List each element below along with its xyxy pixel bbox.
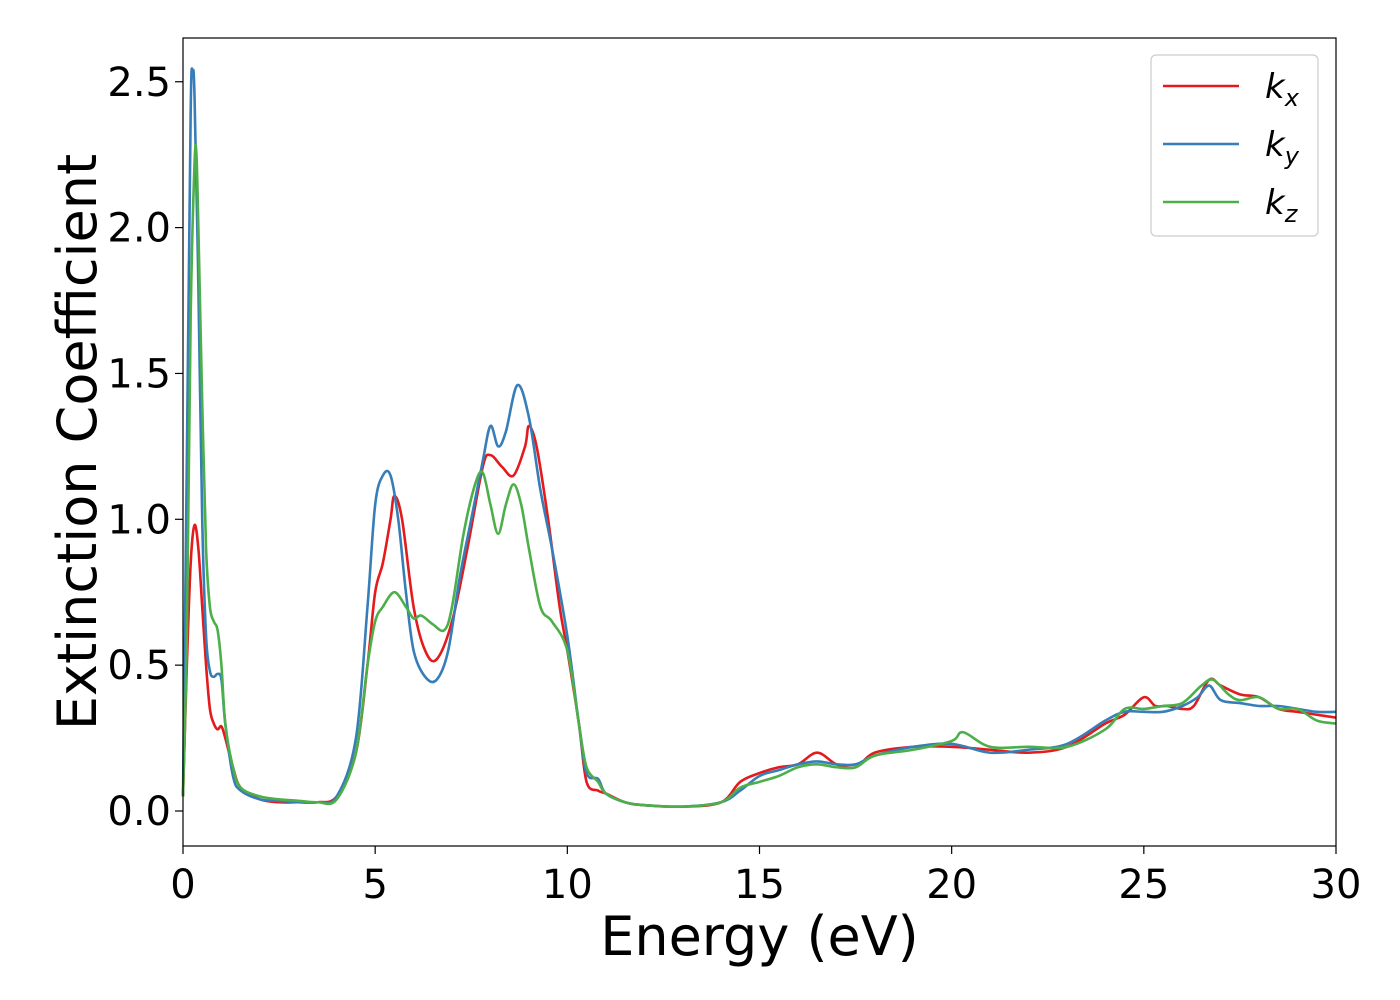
legend: kx ky kz [1150, 54, 1319, 237]
x-tick-label: 15 [734, 862, 785, 908]
legend-box [1150, 54, 1319, 237]
x-tick-label: 5 [362, 862, 387, 908]
x-axis-ticks: 0 5 10 15 20 25 30 [170, 846, 1361, 908]
series-line-kz [181, 143, 1337, 809]
y-tick-label: 2.0 [107, 206, 171, 252]
x-tick-label: 20 [926, 862, 977, 908]
x-tick-label: 0 [170, 862, 195, 908]
y-tick-label: 2.5 [107, 60, 171, 106]
series-line-ky [181, 67, 1337, 809]
legend-label-ky: ky [1265, 125, 1300, 170]
y-axis-title: Extinction Coefficient [46, 154, 109, 730]
y-tick-label: 1.0 [107, 497, 171, 543]
y-tick-label: 0.5 [107, 643, 171, 689]
series-lines [181, 67, 1337, 809]
x-tick-label: 10 [542, 862, 593, 908]
legend-label-kx: kx [1265, 67, 1300, 112]
legend-label-kz: kz [1265, 183, 1299, 228]
x-tick-label: 30 [1311, 862, 1362, 908]
y-tick-label: 0.0 [107, 789, 171, 835]
x-axis-title: Energy (eV) [600, 905, 919, 968]
y-axis-ticks: 0.0 0.5 1.0 1.5 2.0 2.5 [107, 60, 183, 835]
x-tick-label: 25 [1118, 862, 1169, 908]
y-tick-label: 1.5 [107, 351, 171, 397]
